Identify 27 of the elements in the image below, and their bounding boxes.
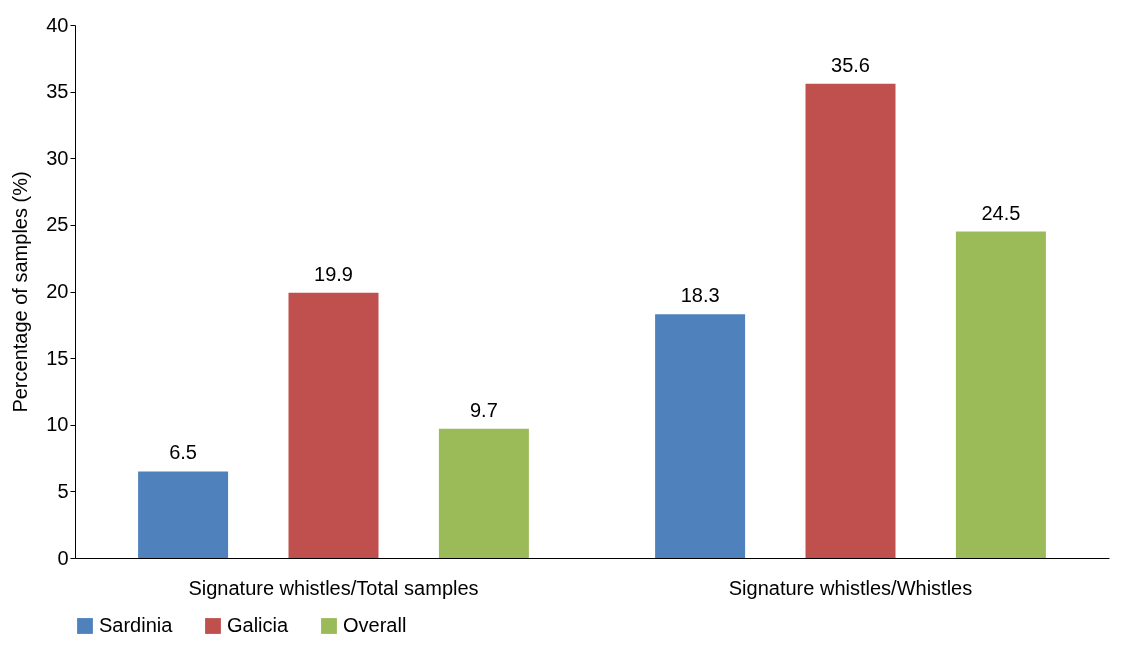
y-tick-label: 15 [46,346,69,369]
bar [805,83,896,558]
data-label: 6.5 [169,441,198,464]
y-tick-label: 0 [57,546,69,569]
data-label: 35.6 [831,53,870,76]
data-label: 18.3 [680,284,720,307]
y-tick-label: 30 [46,146,69,169]
legend-label: Galicia [227,614,290,636]
bar [138,471,229,558]
bar [655,314,746,558]
data-label: 19.9 [314,262,353,285]
y-tick-label: 20 [46,280,69,302]
data-label: 24.5 [981,201,1021,224]
bar [438,428,529,558]
data-label: 9.7 [469,398,498,421]
y-tick-label: 25 [46,213,69,236]
y-tick-label: 40 [46,13,69,36]
legend-label: Overall [343,614,407,636]
y-axis-title: Percentage of samples (%) [9,171,32,413]
bar [288,292,379,558]
y-tick-label: 10 [46,413,69,436]
x-tick-label: Signature whistles/Whistles [728,576,973,599]
y-tick-label: 35 [46,80,69,103]
bar [955,231,1046,558]
legend-label: Sardinia [99,614,174,636]
y-tick-label: 5 [57,479,69,502]
x-tick-label: Signature whistles/Total samples [188,576,479,599]
